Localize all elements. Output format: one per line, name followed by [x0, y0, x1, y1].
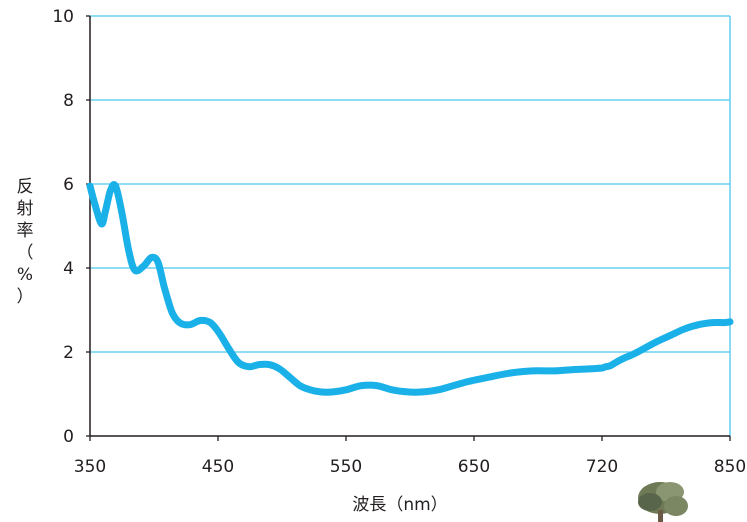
- y-tick-label: 10: [52, 7, 74, 27]
- tree-decoration: [630, 476, 696, 522]
- y-tick-label: 4: [63, 259, 74, 279]
- x-tick-label: 350: [74, 457, 106, 477]
- x-tick-label: 650: [458, 457, 490, 477]
- y-axis-title-char: ）: [16, 287, 34, 307]
- y-tick-label: 0: [63, 427, 74, 447]
- x-tick-labels: 350 450 550 650 720 850: [74, 436, 746, 477]
- y-axis-title-char: 射: [16, 199, 34, 219]
- x-tick-label: 850: [714, 457, 746, 477]
- y-axis-title-char: %: [16, 265, 34, 285]
- y-tick-label: 8: [63, 91, 74, 111]
- reflectance-line: [86, 181, 734, 396]
- grid-lines: [90, 15, 731, 436]
- y-axis-title-char: （: [16, 243, 34, 263]
- x-tick-label: 720: [586, 457, 618, 477]
- x-axis-title: 波長（nm）: [352, 495, 447, 515]
- y-tick-label: 6: [63, 175, 74, 195]
- y-tick-labels: 0 2 4 6 8 10: [52, 7, 90, 447]
- y-axis-title-char: 率: [16, 221, 34, 241]
- y-axis-title-char: 反: [16, 177, 34, 197]
- y-tick-label: 2: [63, 343, 74, 363]
- x-tick-label: 450: [202, 457, 234, 477]
- y-axis-title: 反 射 率 （ % ）: [14, 176, 36, 308]
- x-tick-label: 550: [330, 457, 362, 477]
